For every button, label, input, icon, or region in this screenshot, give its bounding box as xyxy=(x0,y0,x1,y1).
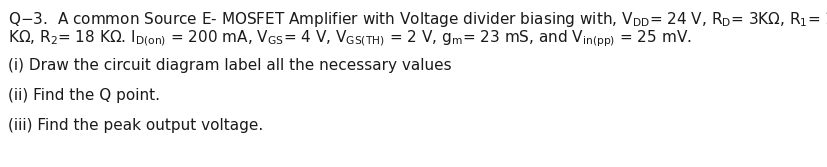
Text: (iii) Find the peak output voltage.: (iii) Find the peak output voltage. xyxy=(8,118,263,133)
Text: KΩ, R$_{\rm 2}$= 18 KΩ. I$_{\rm D(on)}$ = 200 mA, V$_{\rm GS}$= 4 V, V$_{\rm GS(: KΩ, R$_{\rm 2}$= 18 KΩ. I$_{\rm D(on)}$ … xyxy=(8,28,691,49)
Text: (ii) Find the Q point.: (ii) Find the Q point. xyxy=(8,88,160,103)
Text: (i) Draw the circuit diagram label all the necessary values: (i) Draw the circuit diagram label all t… xyxy=(8,58,451,73)
Text: Q−3.  A common Source E- MOSFET Amplifier with Voltage divider biasing with, V$_: Q−3. A common Source E- MOSFET Amplifier… xyxy=(8,10,827,29)
